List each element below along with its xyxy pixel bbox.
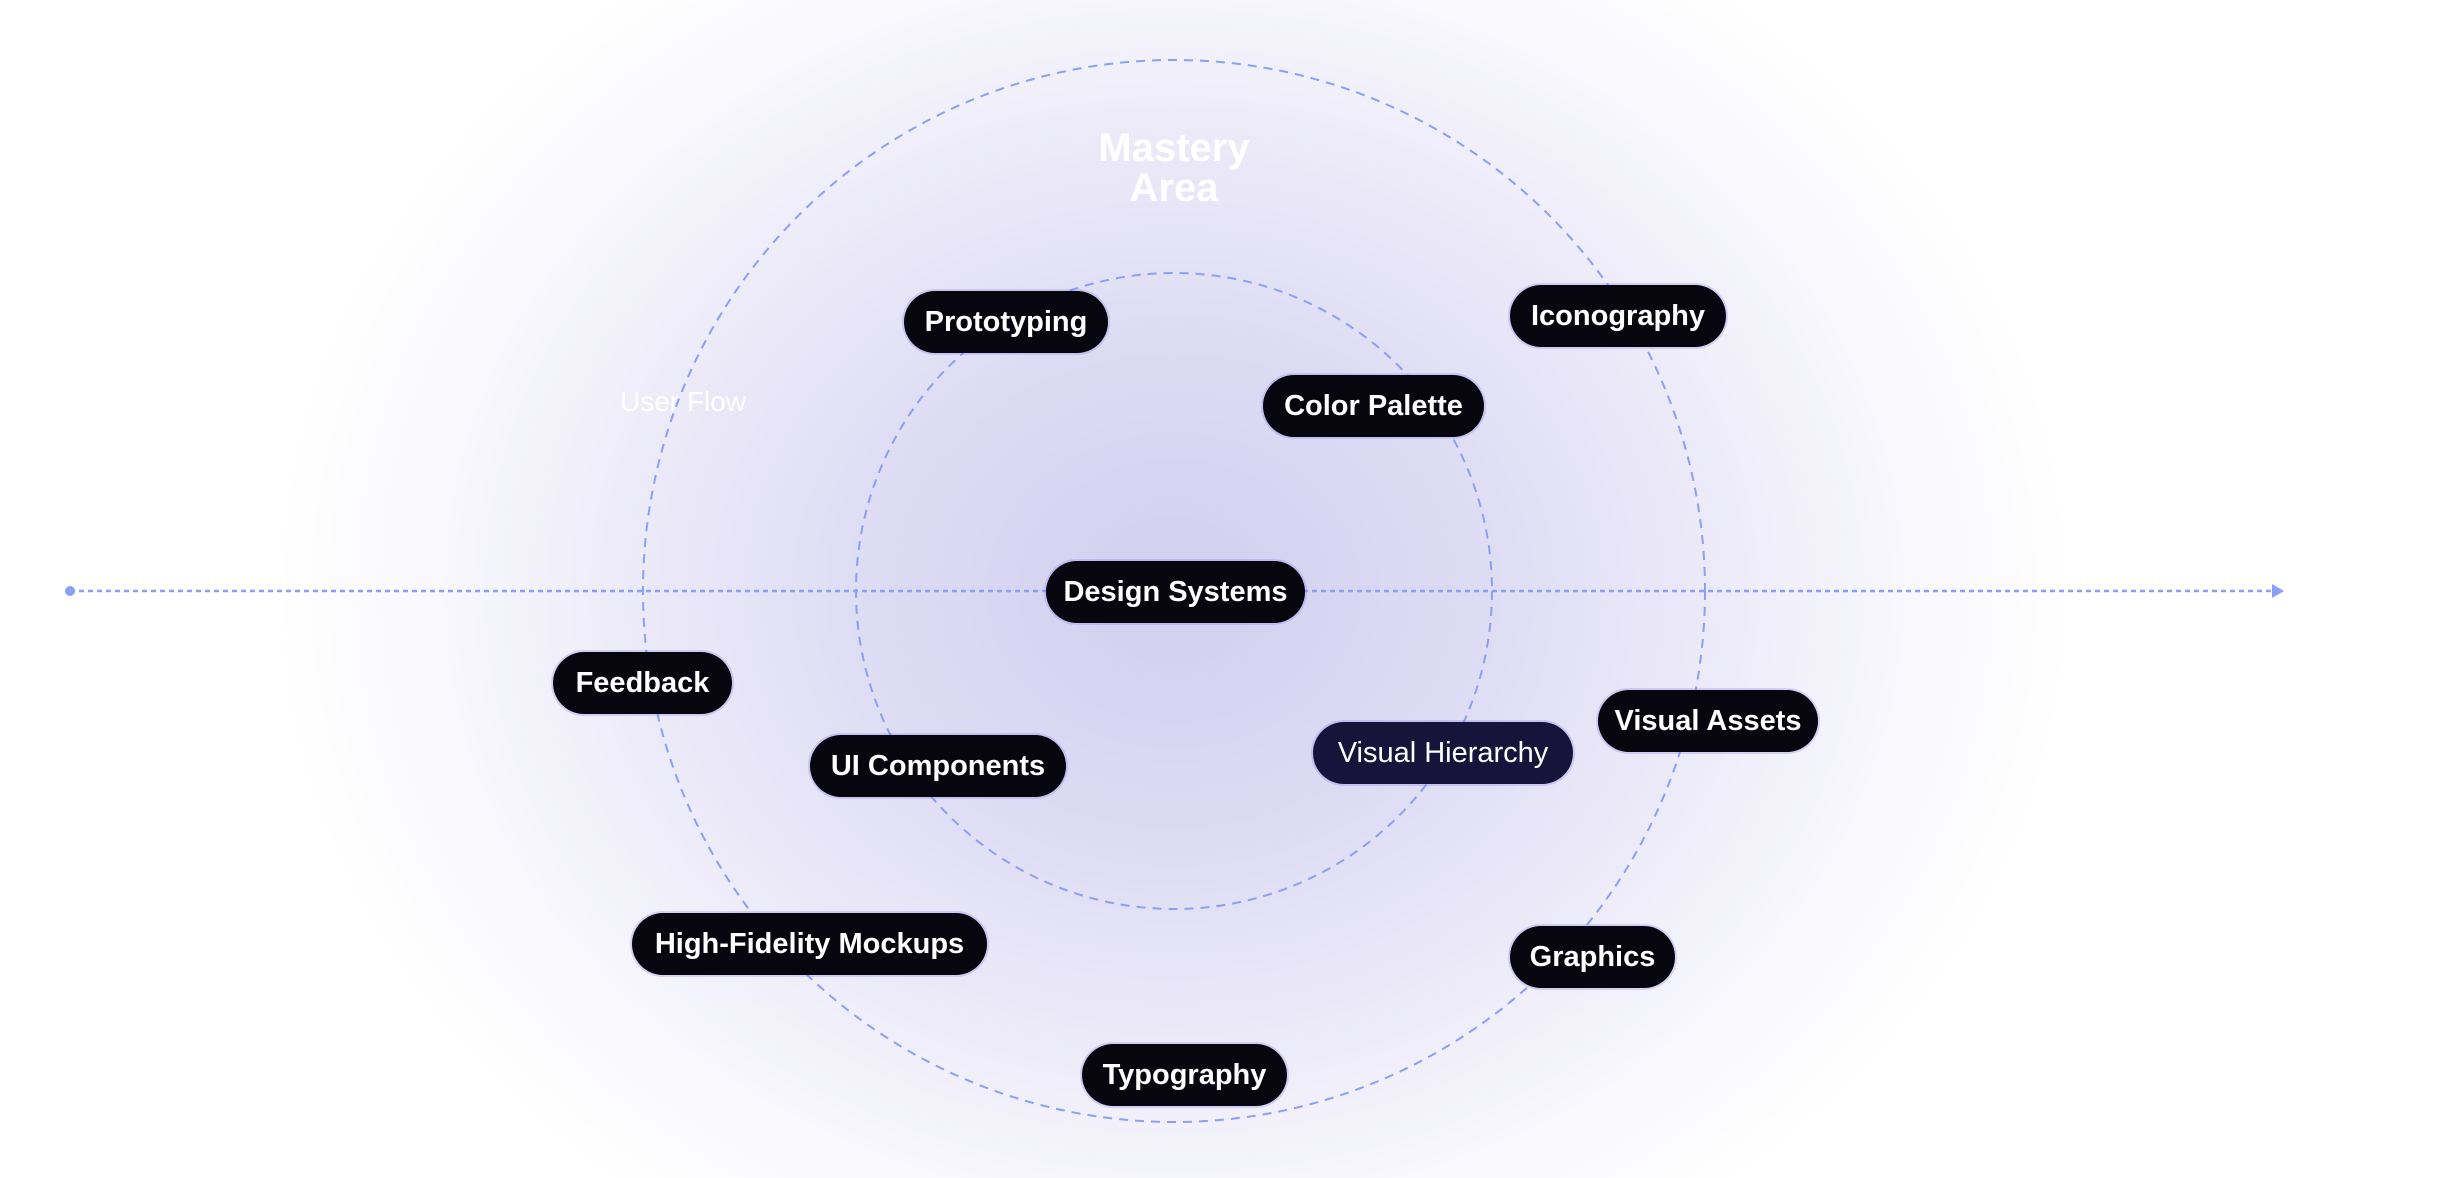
mastery-area-title: Mastery Area xyxy=(1024,128,1324,208)
axis-start-dot xyxy=(65,586,75,596)
node-feedback[interactable]: Feedback xyxy=(553,652,732,714)
title-line-2: Area xyxy=(1129,166,1219,210)
node-visual-hierarchy[interactable]: Visual Hierarchy xyxy=(1313,722,1573,784)
axis-arrow-icon xyxy=(2272,584,2284,598)
node-ui-components[interactable]: UI Components xyxy=(810,735,1066,797)
node-color-palette[interactable]: Color Palette xyxy=(1263,375,1484,437)
node-design-systems[interactable]: Design Systems xyxy=(1046,561,1305,623)
node-visual-assets[interactable]: Visual Assets xyxy=(1598,690,1818,752)
node-typography[interactable]: Typography xyxy=(1082,1044,1287,1106)
node-high-fidelity-mockups[interactable]: High-Fidelity Mockups xyxy=(632,913,987,975)
title-line-1: Mastery xyxy=(1098,126,1250,170)
node-iconography[interactable]: Iconography xyxy=(1510,285,1726,347)
node-graphics[interactable]: Graphics xyxy=(1510,926,1675,988)
user-flow-label: User Flow xyxy=(620,386,747,417)
outer-ring xyxy=(642,59,1706,1123)
node-prototyping[interactable]: Prototyping xyxy=(904,291,1108,353)
